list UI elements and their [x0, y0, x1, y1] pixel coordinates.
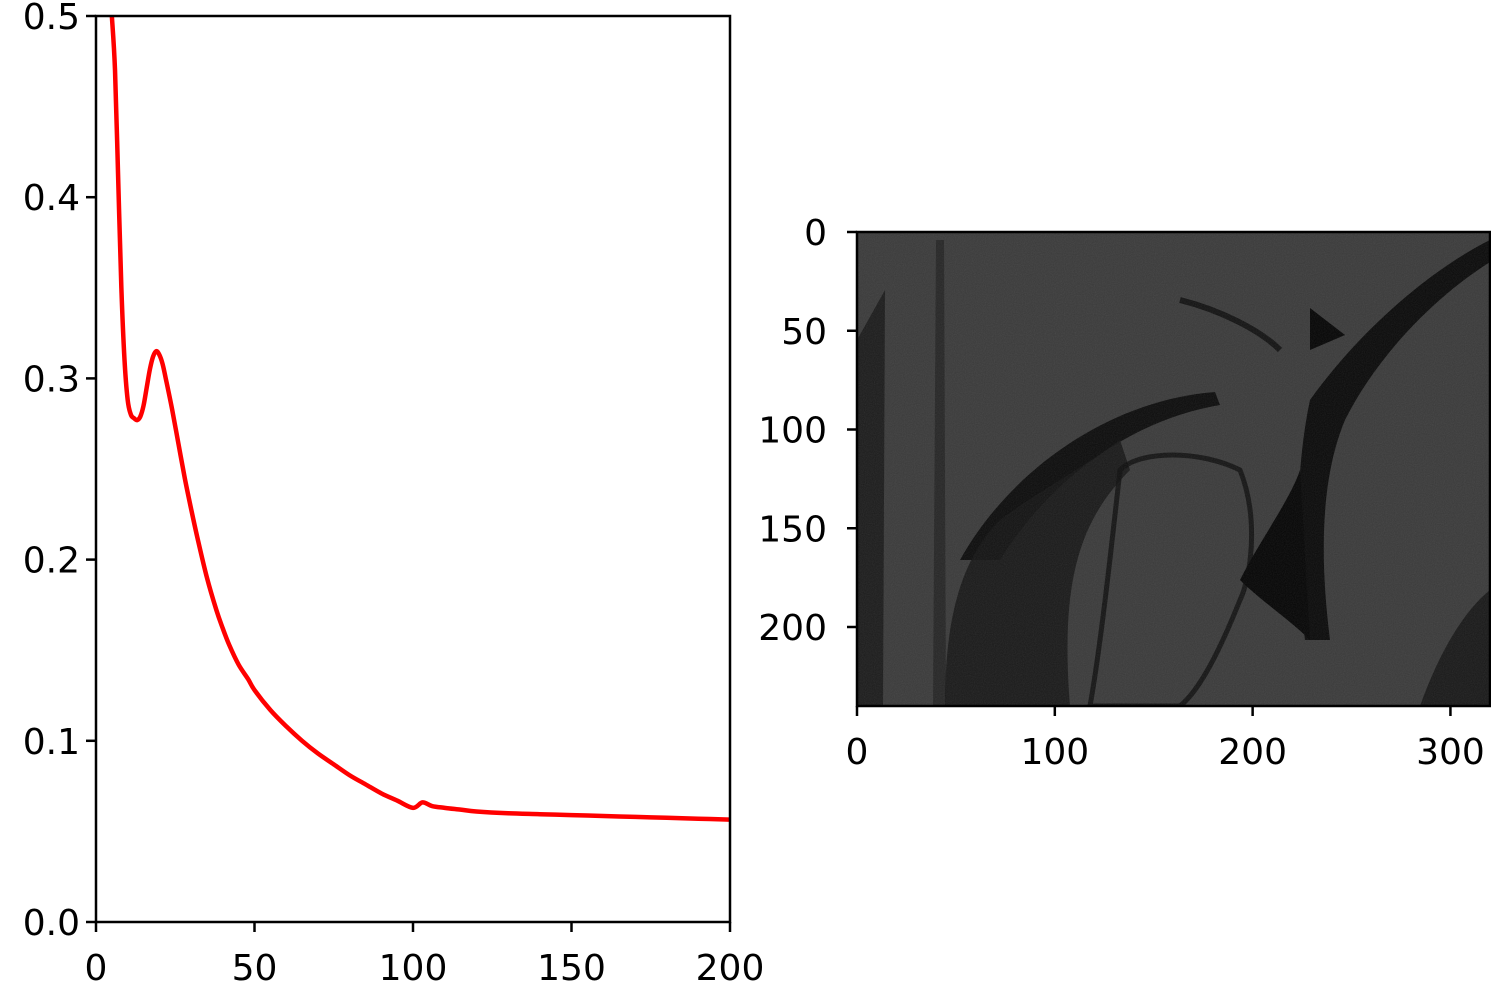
image-y-tick-label: 100 — [758, 411, 827, 452]
image-x-tick-label: 100 — [1020, 732, 1089, 773]
line-series-layer — [109, 16, 730, 822]
line-x-tick-label: 0 — [85, 948, 108, 989]
line-chart: 0 50 100 150 200 0.0 0.1 0.2 0.3 0.4 0.5 — [23, 0, 765, 989]
image-x-tick-label: 200 — [1218, 732, 1287, 773]
image-frame — [855, 230, 1491, 708]
line-x-tick-label: 50 — [232, 948, 278, 989]
line-y-tick-label: 0.2 — [23, 541, 80, 582]
line-x-tick-label: 200 — [696, 948, 765, 989]
line-y-axis: 0.0 0.1 0.2 0.3 0.4 0.5 — [23, 0, 96, 944]
line-y-tick-label: 0.1 — [23, 722, 80, 763]
line-y-tick-label: 0.0 — [23, 903, 80, 944]
line-x-tick-label: 100 — [379, 948, 448, 989]
line-series-0 — [109, 16, 730, 822]
line-x-axis: 0 50 100 150 200 — [85, 922, 765, 989]
line-plot-area — [96, 16, 730, 922]
image-grain — [857, 232, 1490, 706]
image-x-tick-label: 300 — [1416, 732, 1485, 773]
line-y-tick-label: 0.4 — [23, 178, 80, 219]
image-y-tick-label: 50 — [781, 312, 827, 353]
line-y-tick-label: 0.3 — [23, 359, 80, 400]
image-y-tick-label: 0 — [804, 213, 827, 254]
line-y-tick-label: 0.5 — [23, 0, 80, 38]
image-y-tick-label: 200 — [758, 608, 827, 649]
image-x-tick-label: 0 — [846, 732, 869, 773]
image-y-tick-label: 150 — [758, 509, 827, 550]
image-x-axis: 0 100 200 300 — [846, 706, 1485, 773]
image-y-axis: 0 50 100 150 200 — [758, 213, 857, 649]
image-chart: 0 100 200 300 0 50 100 150 200 — [758, 213, 1491, 773]
line-x-tick-label: 150 — [537, 948, 606, 989]
filtered-image — [857, 232, 1490, 706]
